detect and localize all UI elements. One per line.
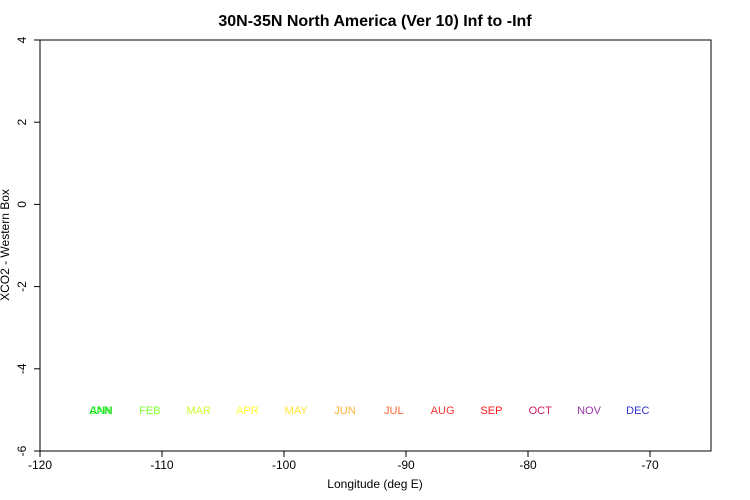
legend-label-nov: NOV [577, 405, 602, 417]
plot-frame [39, 39, 712, 452]
y-tick-label: 2 [15, 119, 29, 126]
legend-label-feb: FEB [139, 405, 160, 417]
legend-label-jun: JUN [334, 405, 355, 417]
y-tick-label: 4 [15, 36, 29, 43]
y-tick-label: 0 [15, 201, 29, 208]
legend-label-may: MAY [285, 405, 309, 417]
legend-label-sep: SEP [480, 405, 502, 417]
legend-label-mar: MAR [186, 405, 211, 417]
legend-label-dec: DEC [626, 405, 649, 417]
x-axis-label: Longitude (deg E) [327, 477, 422, 491]
x-tick-label: -80 [519, 458, 537, 472]
legend-label-aug: AUG [431, 405, 455, 417]
y-axis-label: XCO2 - Western Box [0, 189, 12, 301]
x-tick-label: -70 [641, 458, 659, 472]
x-tick-label: -110 [150, 458, 173, 472]
y-axis: -6 -4 -2 0 2 4 [15, 36, 40, 456]
chart-title: 30N-35N North America (Ver 10) Inf to -I… [218, 13, 532, 30]
legend-label-ann: ANN [89, 405, 112, 417]
x-tick-label: -90 [397, 458, 415, 472]
x-tick-label: -100 [272, 458, 296, 472]
legend-label-apr: APR [236, 405, 259, 417]
legend-label-oct: OCT [529, 405, 553, 417]
x-tick-label: -120 [28, 458, 52, 472]
legend-label-jul: JUL [384, 405, 404, 417]
y-tick-label: -6 [15, 445, 29, 456]
y-tick-label: -4 [15, 363, 29, 374]
legend-label-jan: JAN [91, 405, 112, 417]
y-tick-label: -2 [15, 281, 29, 292]
x-axis: -120 -110 -100 -90 -80 -70 [28, 451, 659, 472]
